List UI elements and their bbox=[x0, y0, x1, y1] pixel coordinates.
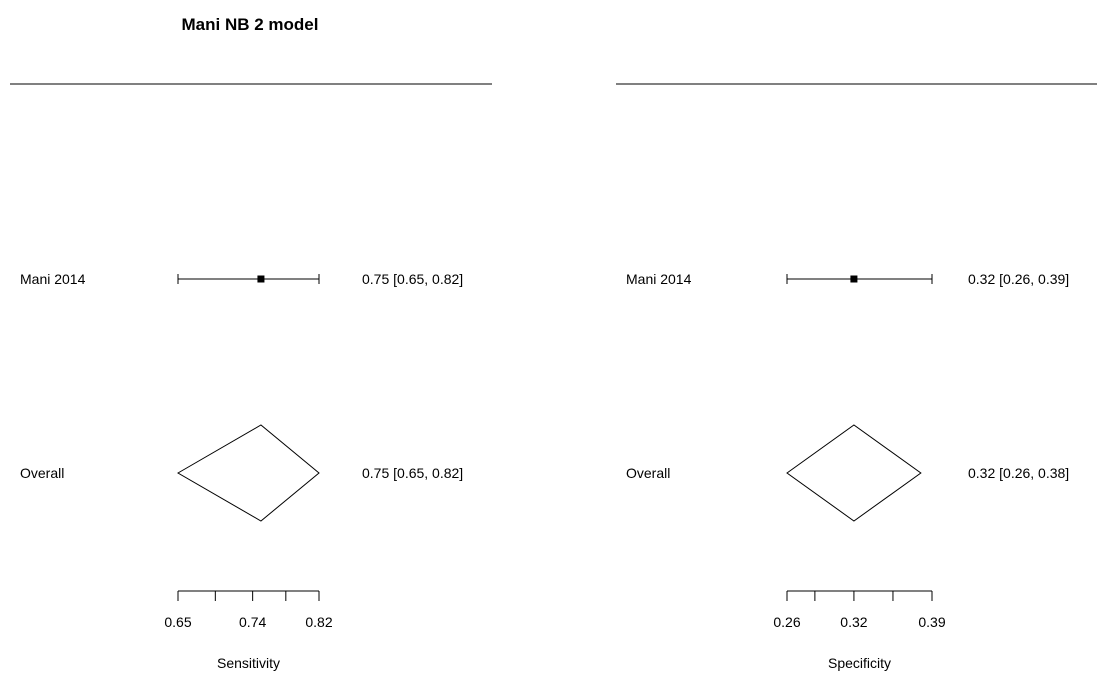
x-tick-label: 0.74 bbox=[239, 614, 266, 630]
x-tick-label: 0.82 bbox=[305, 614, 332, 630]
sensitivity-panel: Mani 2014 0.75 [0.65, 0.82] Overall 0.75 [0… bbox=[10, 83, 492, 671]
x-tick-label: 0.26 bbox=[773, 614, 800, 630]
overall-estimate-text: 0.75 [0.65, 0.82] bbox=[362, 465, 463, 481]
overall-diamond bbox=[177, 424, 320, 522]
overall-label: Overall bbox=[20, 465, 64, 481]
overall-diamond bbox=[786, 424, 922, 522]
study-point-estimate bbox=[850, 275, 858, 283]
study-point-estimate bbox=[257, 275, 265, 283]
x-tick-label: 0.39 bbox=[918, 614, 945, 630]
overall-estimate-text: 0.32 [0.26, 0.38] bbox=[968, 465, 1069, 481]
specificity-panel: Mani 2014 0.32 [0.26, 0.39] Overall 0.32 [0… bbox=[616, 83, 1097, 671]
x-tick-label: 0.32 bbox=[840, 614, 867, 630]
study-estimate-text: 0.75 [0.65, 0.82] bbox=[362, 271, 463, 287]
x-axis-label: Specificity bbox=[828, 655, 891, 671]
study-label: Mani 2014 bbox=[20, 271, 86, 287]
overall-label: Overall bbox=[626, 465, 670, 481]
chart-title: Mani NB 2 model bbox=[182, 15, 319, 34]
x-axis-label: Sensitivity bbox=[217, 655, 280, 671]
x-tick-label: 0.65 bbox=[164, 614, 191, 630]
study-estimate-text: 0.32 [0.26, 0.39] bbox=[968, 271, 1069, 287]
study-label: Mani 2014 bbox=[626, 271, 692, 287]
